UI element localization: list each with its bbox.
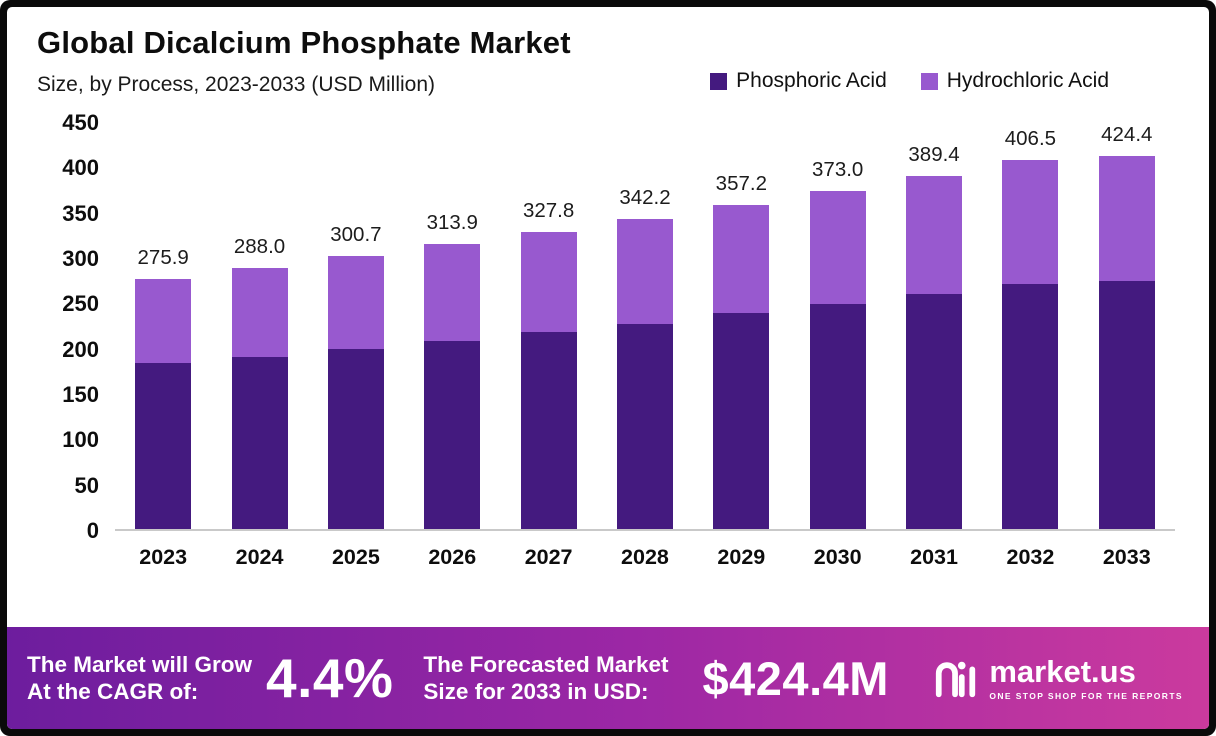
bar-segment-hydrochloric — [424, 244, 481, 342]
chart-card: Global Dicalcium Phosphate Market Size, … — [7, 7, 1209, 627]
bar-segment-hydrochloric — [809, 190, 866, 305]
x-axis-label: 2023 — [139, 545, 188, 569]
x-axis-label: 2032 — [1006, 545, 1055, 569]
bar-group-2024: 288.0 2024 — [231, 123, 288, 569]
forecast-value: $424.4M — [702, 651, 889, 705]
legend-item-1: Hydrochloric Acid — [920, 69, 1109, 93]
bar-segment-phosphoric — [424, 341, 481, 529]
bar-total-label: 300.7 — [330, 223, 382, 247]
brand-text: market.us ONE STOP SHOP FOR THE REPORTS — [989, 656, 1183, 701]
bar-group-2030: 373.0 2030 — [809, 123, 866, 569]
bar-segment-hydrochloric — [135, 278, 192, 364]
bar-total-label: 424.4 — [1101, 123, 1153, 146]
cagr-label: The Market will Grow At the CAGR of: — [27, 651, 252, 705]
x-axis-label: 2030 — [813, 545, 862, 569]
chart-subtitle: Size, by Process, 2023-2033 (USD Million… — [37, 73, 435, 96]
bar-group-2023: 275.9 2023 — [135, 123, 192, 569]
bar-group-2029: 357.2 2029 — [713, 123, 770, 569]
x-axis-label: 2033 — [1102, 545, 1151, 569]
bar-segment-phosphoric — [327, 348, 384, 529]
bar-segment-phosphoric — [520, 332, 577, 529]
brand-name: market.us — [989, 653, 1136, 689]
bar-total-label: 275.9 — [137, 245, 189, 269]
bar-group-2027: 327.8 2027 — [520, 123, 577, 569]
bar-segment-phosphoric — [1002, 284, 1059, 529]
bar-total-label: 389.4 — [908, 142, 960, 166]
forecast-label-line1: The Forecasted Market — [423, 652, 669, 677]
bar-group-2032: 406.5 2032 — [1002, 123, 1059, 569]
bar-segment-phosphoric — [616, 324, 673, 529]
x-axis-label: 2029 — [717, 545, 766, 569]
bar-total-label: 357.2 — [715, 172, 767, 196]
bar-segment-phosphoric — [906, 294, 963, 529]
legend-label: Phosphoric Acid — [736, 69, 887, 92]
market-us-logo-icon — [936, 661, 976, 698]
bar-segment-phosphoric — [809, 304, 866, 529]
bar-group-2026: 313.9 2026 — [424, 123, 481, 569]
bar-total-label: 342.2 — [619, 185, 671, 209]
plot-area: 275.9 2023 288.0 2024 300.7 2025 313.9 2026 327.… — [115, 123, 1175, 569]
bar-segment-phosphoric — [135, 363, 192, 529]
bar-total-label: 406.5 — [1004, 127, 1057, 151]
x-axis-label: 2025 — [331, 545, 380, 569]
bar-segment-hydrochloric — [231, 267, 288, 357]
x-axis-label: 2027 — [524, 545, 573, 569]
y-axis: 450 400 350 300 250 200 150 100 50 0 — [62, 110, 99, 543]
legend-swatch — [920, 72, 938, 90]
bar-group-2033: 424.4 2033 — [1098, 123, 1155, 569]
chart-legend: Phosphoric Acid Hydrochloric Acid — [710, 69, 1109, 93]
bar-group-2025: 300.7 2025 — [327, 123, 384, 569]
chart-area: 450 400 350 300 250 200 150 100 50 0 275.9 2023 288… — [37, 110, 1175, 569]
legend-label: Hydrochloric Acid — [946, 69, 1109, 92]
cagr-label-line1: The Market will Grow — [27, 652, 253, 677]
legend-item-0: Phosphoric Acid — [710, 69, 887, 93]
bar-segment-hydrochloric — [616, 218, 673, 325]
bar-segment-phosphoric — [1098, 281, 1155, 529]
page-title: Global Dicalcium Phosphate Market — [37, 25, 571, 60]
bar-total-label: 313.9 — [426, 211, 478, 235]
bar-segment-hydrochloric — [906, 175, 963, 295]
x-axis-label: 2028 — [621, 545, 669, 569]
x-axis-label: 2026 — [428, 545, 477, 569]
legend-swatch — [710, 72, 728, 90]
infographic: Global Dicalcium Phosphate Market Size, … — [7, 7, 1209, 729]
cagr-value: 4.4% — [266, 647, 394, 709]
footer-banner: The Market will Grow At the CAGR of: 4.4… — [7, 627, 1209, 729]
bar-segment-hydrochloric — [1002, 160, 1059, 285]
forecast-label-line2: Size for 2033 in USD: — [423, 679, 649, 704]
cagr-label-line2: At the CAGR of: — [27, 679, 199, 704]
bar-group-2028: 342.2 2028 — [616, 123, 673, 569]
bar-segment-phosphoric — [713, 313, 770, 529]
x-axis-label: 2024 — [235, 545, 284, 569]
bar-segment-phosphoric — [231, 356, 288, 529]
bar-segment-hydrochloric — [1098, 156, 1155, 282]
bar-segment-hydrochloric — [327, 256, 384, 349]
brand-logo: market.us ONE STOP SHOP FOR THE REPORTS — [933, 656, 1183, 701]
x-axis-label: 2031 — [910, 545, 958, 569]
bar-total-label: 373.0 — [812, 157, 864, 181]
bar-group-2031: 389.4 2031 — [906, 123, 963, 569]
forecast-label: The Forecasted Market Size for 2033 in U… — [423, 651, 668, 705]
bar-total-label: 327.8 — [522, 198, 575, 222]
bar-segment-hydrochloric — [713, 205, 770, 314]
brand-tagline: ONE STOP SHOP FOR THE REPORTS — [989, 690, 1183, 701]
bar-total-label: 288.0 — [233, 234, 286, 258]
bar-segment-hydrochloric — [520, 231, 577, 333]
